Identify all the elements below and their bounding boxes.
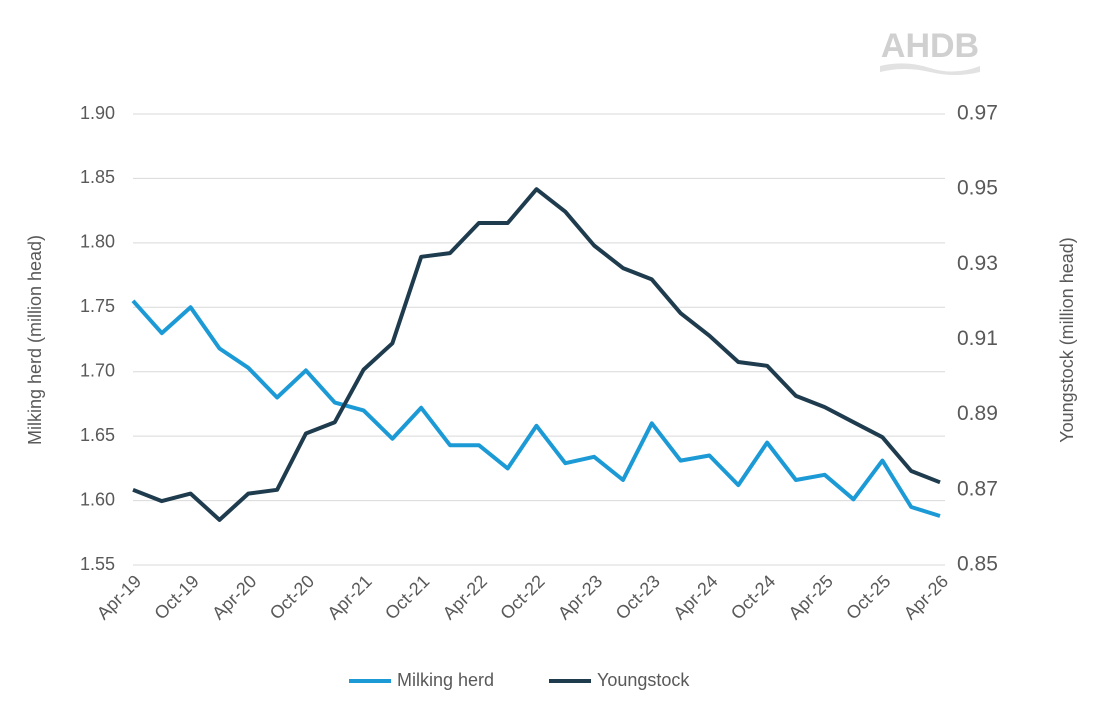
y-tick-label: 1.70 <box>80 360 115 380</box>
x-tick-label: Apr-22 <box>439 571 491 623</box>
y-tick-label: 1.85 <box>80 167 115 187</box>
y2-tick-label: 0.85 <box>957 553 998 576</box>
x-tick-label: Apr-24 <box>669 571 721 623</box>
x-tick-label: Apr-21 <box>323 571 375 623</box>
y2-tick-label: 0.97 <box>957 102 998 125</box>
y-tick-label: 1.90 <box>80 103 115 123</box>
y2-axis-title: Youngstock (million head) <box>1057 237 1077 442</box>
x-tick-label: Oct-24 <box>727 571 779 623</box>
y2-tick-label: 0.95 <box>957 177 998 200</box>
x-tick-label: Apr-20 <box>208 571 260 623</box>
logo-swoosh <box>880 63 980 75</box>
y2-tick-label: 0.89 <box>957 402 998 425</box>
x-tick-label: Oct-25 <box>842 571 894 623</box>
x-tick-label: Oct-23 <box>612 571 664 623</box>
y-tick-label: 1.75 <box>80 296 115 316</box>
y2-tick-label: 0.91 <box>957 327 998 350</box>
y-tick-label: 1.55 <box>80 554 115 574</box>
legend-label: Milking herd <box>397 670 494 690</box>
x-tick-label: Oct-22 <box>496 571 548 623</box>
x-tick-label: Apr-23 <box>554 571 606 623</box>
x-tick-label: Oct-19 <box>150 571 202 623</box>
x-tick-label: Apr-25 <box>785 571 837 623</box>
legend-label: Youngstock <box>597 670 690 690</box>
x-tick-label: Oct-20 <box>266 571 318 623</box>
x-tick-label: Oct-21 <box>381 571 433 623</box>
x-tick-label: Apr-26 <box>900 571 952 623</box>
series-line <box>132 187 941 522</box>
y-tick-label: 1.80 <box>80 232 115 252</box>
y2-tick-label: 0.93 <box>957 252 998 275</box>
series-line <box>131 299 941 518</box>
logo: AHDB <box>881 27 979 65</box>
y-axis-title: Milking herd (million head) <box>25 235 45 445</box>
y-tick-label: 1.65 <box>80 425 115 445</box>
y-tick-label: 1.60 <box>80 489 115 509</box>
y2-tick-label: 0.87 <box>957 477 998 500</box>
x-tick-label: Apr-19 <box>93 571 145 623</box>
